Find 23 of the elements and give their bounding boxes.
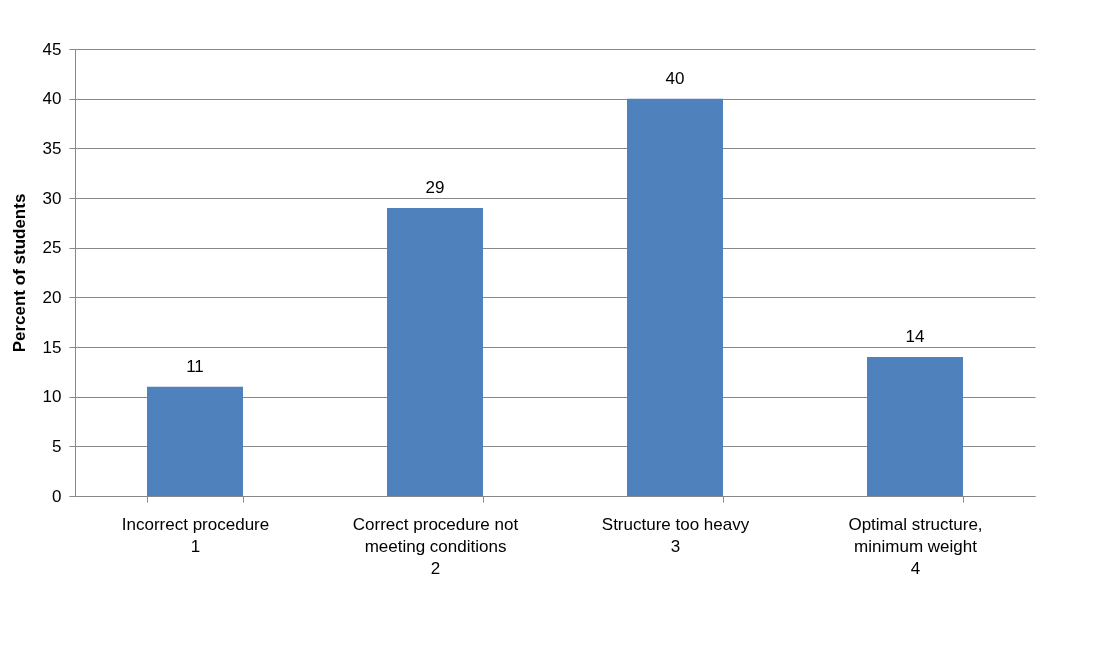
- y-tick-label: 25: [42, 238, 62, 258]
- data-label: 14: [905, 326, 925, 346]
- bar: [387, 207, 483, 496]
- bar: [147, 386, 243, 496]
- y-tick-label: 0: [52, 486, 62, 506]
- x-tick-label: Structure too heavy 3: [601, 514, 750, 556]
- y-tick-label: 15: [42, 337, 62, 357]
- data-label: 29: [425, 177, 445, 197]
- y-tick-label: 30: [42, 188, 62, 208]
- y-tick-label: 35: [42, 138, 62, 158]
- bar: [627, 98, 723, 496]
- x-tick-label: Correct procedure not meeting conditions 2: [352, 514, 519, 578]
- y-axis-title: Percent of students: [9, 193, 29, 353]
- y-tick-label: 20: [42, 287, 62, 307]
- y-tick-label: 40: [42, 89, 62, 109]
- data-label: 11: [186, 356, 204, 376]
- y-tick-label: 5: [52, 436, 62, 456]
- bar: [867, 356, 963, 496]
- x-tick-label: Incorrect procedure 1: [121, 514, 270, 556]
- y-tick-label: 45: [42, 39, 62, 59]
- y-tick-label: 10: [42, 387, 62, 407]
- data-label: 40: [665, 68, 685, 88]
- x-tick-label: Optimal structure, minimum weight 4: [848, 514, 983, 578]
